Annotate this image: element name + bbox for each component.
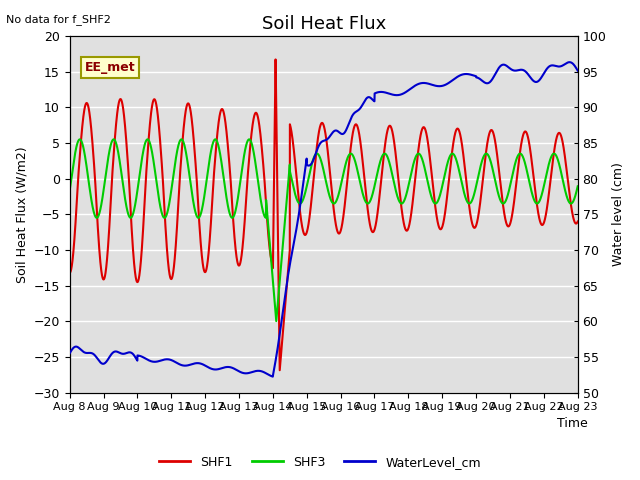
Text: EE_met: EE_met (85, 61, 136, 74)
X-axis label: Time: Time (557, 418, 588, 431)
Title: Soil Heat Flux: Soil Heat Flux (262, 15, 386, 33)
Text: No data for f_SHF2: No data for f_SHF2 (6, 14, 111, 25)
Legend: SHF1, SHF3, WaterLevel_cm: SHF1, SHF3, WaterLevel_cm (154, 451, 486, 474)
Y-axis label: Soil Heat Flux (W/m2): Soil Heat Flux (W/m2) (15, 146, 28, 283)
Y-axis label: Water level (cm): Water level (cm) (612, 162, 625, 266)
